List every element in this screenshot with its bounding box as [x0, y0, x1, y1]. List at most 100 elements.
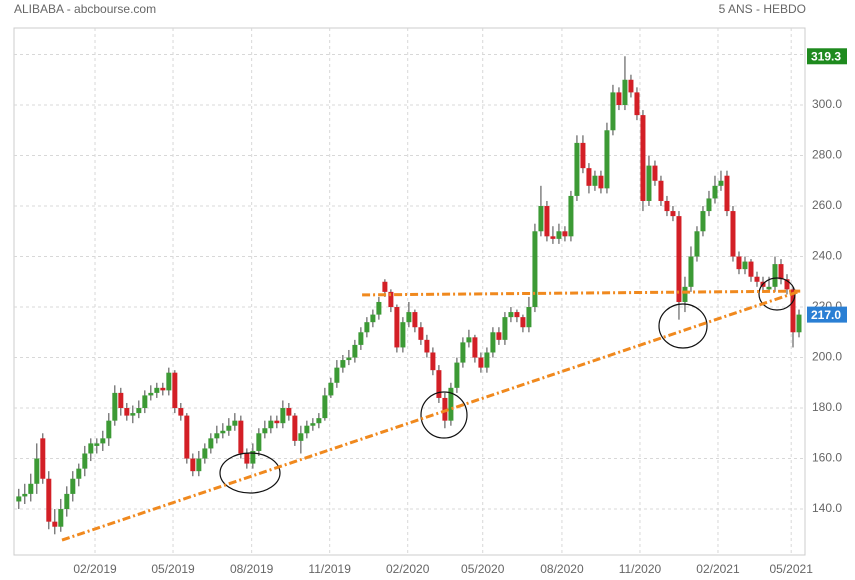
candle-body	[712, 185, 718, 199]
candle-body	[400, 322, 406, 348]
candle-body	[142, 395, 148, 409]
candle-body	[472, 337, 478, 358]
candle-body	[178, 408, 184, 416]
candle-body	[640, 115, 646, 201]
circle-annotation	[219, 452, 281, 494]
candle-body	[748, 261, 754, 277]
price-badge	[807, 306, 847, 323]
x-tick-label: 08/2020	[540, 562, 584, 576]
y-tick-label: 160.0	[812, 451, 842, 465]
circle-annotation	[658, 303, 708, 349]
candle-body	[52, 521, 58, 527]
candle-body	[664, 200, 670, 212]
candle-body	[406, 312, 412, 323]
trendline	[362, 289, 801, 297]
candle-body	[208, 438, 214, 449]
candle-body	[514, 312, 520, 318]
x-tick-label: 05/2019	[151, 562, 195, 576]
candle-body	[220, 430, 226, 434]
candle-body	[466, 337, 472, 343]
candle-body	[196, 458, 202, 472]
candle-body	[322, 395, 328, 419]
candle-body	[124, 408, 130, 416]
candle-body	[646, 165, 652, 201]
candle-body	[310, 423, 316, 426]
candle-body	[112, 392, 118, 421]
candle-body	[496, 332, 502, 340]
candle-body	[418, 327, 424, 340]
candle-body	[538, 206, 544, 232]
x-tick-label: 05/2021	[770, 562, 814, 576]
candle-body	[172, 372, 178, 409]
candle-body	[358, 332, 364, 345]
candle-body	[670, 211, 676, 217]
y-tick-label: 180.0	[812, 400, 842, 414]
candle-body	[34, 458, 40, 484]
candle-body	[676, 216, 682, 302]
candle-body	[184, 415, 190, 459]
candle-body	[106, 420, 112, 439]
candle-body	[316, 418, 322, 424]
candle-body	[166, 372, 172, 391]
candle-body	[280, 408, 286, 424]
x-tick-label: 05/2020	[461, 562, 505, 576]
candle-body	[154, 387, 160, 393]
candle-body	[28, 483, 34, 494]
candle-body	[706, 198, 712, 212]
candle-body	[364, 322, 370, 333]
plot-frame	[13, 27, 806, 556]
candle-body	[622, 79, 628, 106]
candle-body	[16, 496, 22, 502]
candle-body	[718, 180, 724, 186]
x-tick-label: 08/2019	[230, 562, 274, 576]
candle-body	[328, 382, 334, 396]
candle-body	[130, 413, 136, 416]
candle-body	[502, 317, 508, 340]
candle-body	[598, 175, 604, 189]
candle-body	[478, 357, 484, 368]
candle-body	[736, 256, 742, 270]
candle-body	[658, 180, 664, 201]
candle-body	[730, 211, 736, 257]
candle-body	[244, 453, 250, 464]
chart-subtitle: 5 ANS - HEBDO	[719, 2, 806, 16]
x-tick-label: 02/2020	[386, 562, 430, 576]
candle-body	[628, 79, 634, 93]
candle-body	[778, 264, 784, 280]
candle-body	[442, 397, 448, 421]
candle-body	[562, 231, 568, 237]
candle-body	[394, 307, 400, 348]
candle-body	[754, 276, 760, 282]
candle-body	[796, 314, 802, 333]
candle-body	[256, 433, 262, 451]
candle-body	[226, 425, 232, 431]
annotations: 319.3 217.0	[61, 48, 847, 542]
candle-body	[688, 256, 694, 287]
candle-body	[382, 281, 388, 292]
candle-body	[70, 478, 76, 494]
candle-body	[64, 493, 70, 510]
candle-body	[94, 443, 100, 446]
candle-body	[412, 312, 418, 328]
candle-body	[448, 387, 454, 421]
candle-body	[202, 448, 208, 459]
candle-body	[508, 312, 514, 318]
candle-body	[46, 478, 52, 522]
candle-body	[376, 301, 382, 315]
candle-body	[436, 370, 442, 398]
candle-body	[76, 468, 82, 479]
candle-body	[490, 332, 496, 353]
candle-body	[592, 175, 598, 186]
candle-body	[22, 493, 28, 497]
candle-body	[88, 443, 94, 454]
x-tick-label: 11/2020	[619, 562, 662, 576]
candle-body	[454, 362, 460, 388]
candle-body	[232, 420, 238, 426]
candle-body	[652, 165, 658, 181]
candle-body	[250, 450, 256, 464]
y-tick-label: 200.0	[812, 350, 842, 364]
candle-body	[40, 438, 46, 479]
candle-body	[604, 130, 610, 189]
